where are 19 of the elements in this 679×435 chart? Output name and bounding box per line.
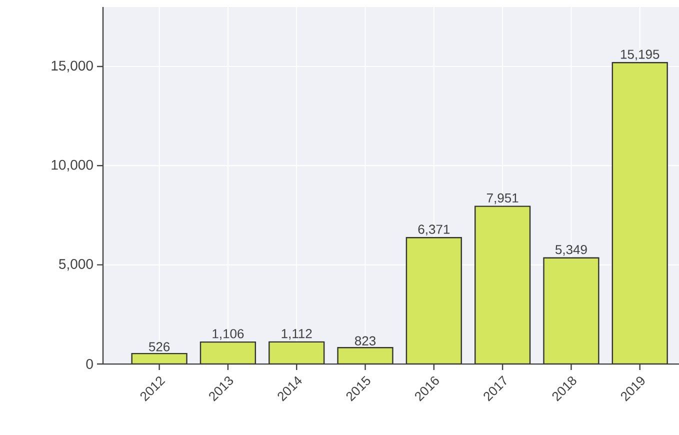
y-tick-label: 15,000 — [52, 60, 93, 72]
bar — [337, 347, 394, 364]
data-label: 5,349 — [555, 244, 587, 256]
bar — [200, 341, 256, 364]
bar — [612, 62, 668, 364]
y-tick-label: 5,000 — [59, 259, 93, 271]
y-tick-label: 10,000 — [52, 160, 93, 172]
data-label: 15,195 — [620, 50, 660, 60]
bar — [543, 257, 600, 364]
data-label: 823 — [354, 336, 376, 346]
data-label: 7,951 — [486, 193, 518, 204]
bar — [474, 206, 531, 364]
data-label: 526 — [148, 342, 170, 352]
data-label: 6,371 — [418, 224, 450, 236]
bar — [406, 237, 462, 364]
data-label: 1,112 — [282, 328, 312, 340]
bar — [268, 341, 325, 364]
data-label: 1,106 — [212, 329, 244, 340]
y-tick-label: 0 — [86, 359, 93, 369]
